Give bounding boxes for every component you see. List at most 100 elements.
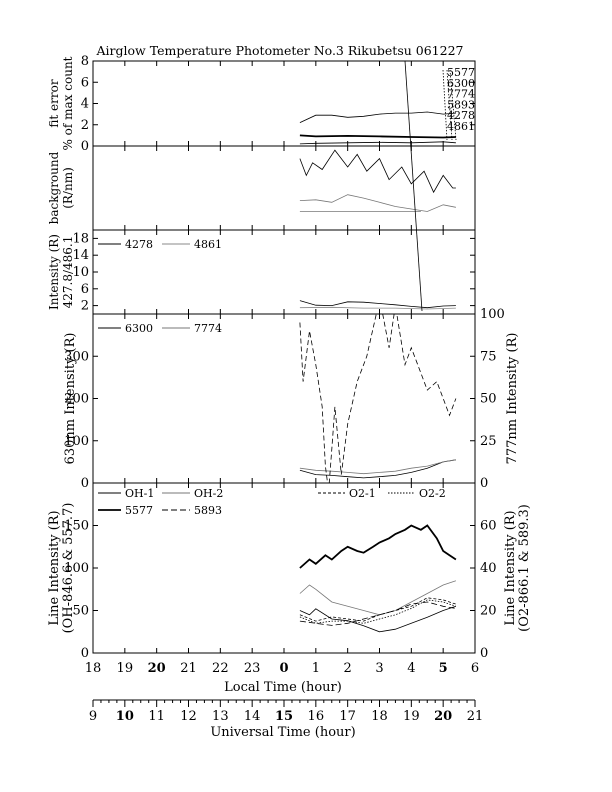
y-tick-label: 14 [72, 248, 89, 263]
ut-tick-label: 11 [148, 709, 165, 724]
y-axis-label: Line Intensity (R) [47, 510, 62, 625]
ut-tick-label: 15 [275, 709, 293, 724]
series-line-4278 [299, 300, 456, 309]
artifact-line [404, 60, 423, 312]
y-axis-label: Intensity (R) [47, 234, 61, 310]
y-axis-label: % of max count [61, 56, 75, 150]
panel-fit_error: 0 2 4 6 8 fit error% of max count 557763007774… [47, 54, 476, 154]
legend-label: 5577 [125, 504, 153, 517]
y-right-axis-label: (O2-866.1 & 589.3) [517, 504, 532, 632]
y-tick-label: 50 [72, 604, 89, 619]
legend-label: 4278 [125, 238, 153, 251]
ut-tick-label: 9 [89, 709, 97, 724]
ut-tick-label: 16 [308, 709, 325, 724]
y-right-tick-label: 40 [480, 561, 497, 576]
y-right-tick-label: 25 [480, 434, 497, 449]
y-tick-label: 2 [81, 299, 89, 314]
legend-label: 5577 [447, 66, 475, 79]
series-line-4861 [299, 306, 456, 310]
y-right-tick-label: 50 [480, 392, 497, 407]
ut-tick-label: 18 [371, 709, 388, 724]
ut-tick-label: 17 [339, 709, 356, 724]
universal-time-axis: 9 10 11 12 13 14 15 16 17 18 19 20 21 [89, 699, 484, 724]
y-right-tick-label: 0 [480, 646, 488, 661]
y-tick-label: 300 [64, 349, 89, 364]
local-time-tick-label: 6 [471, 661, 479, 676]
panel-background: background (R/nm) [47, 145, 476, 231]
y-tick-label: 4 [81, 97, 89, 112]
series-line-o2-2 [299, 599, 457, 624]
y-right-tick-label: 60 [480, 519, 497, 534]
local-time-tick-label: 1 [312, 661, 320, 676]
legend-leader-lines [442, 69, 457, 141]
y-tick-label: 0 [81, 139, 89, 154]
local-time-tick-label: 23 [244, 661, 261, 676]
panel-frame [92, 60, 476, 147]
y-axis-label: background [47, 151, 61, 224]
series-group [299, 300, 456, 310]
y-tick-label: 2 [81, 118, 89, 133]
legend-label: 6300 [125, 322, 153, 335]
y-axis-label: fit error [47, 79, 61, 127]
y-axis-label: 630nm Intensity (R) [63, 333, 78, 465]
legend-label: 7774 [447, 88, 475, 101]
y-axis-label: (R/nm) [61, 167, 75, 209]
ut-tick-label: 13 [212, 709, 229, 724]
legend-label: 4861 [194, 238, 222, 251]
local-time-tick-label: 3 [375, 661, 383, 676]
legend-label: 6300 [447, 77, 475, 90]
local-time-tick-label: 4 [407, 661, 415, 676]
series-line-oh-2 [299, 580, 457, 616]
local-time-axis: 18 19 20 21 22 23 0 1 2 3 4 5 6 [85, 661, 479, 676]
legend-label: 5893 [447, 98, 475, 111]
y-tick-label: 0 [81, 646, 89, 661]
y-right-tick-label: 0 [480, 476, 488, 491]
legend-label: O2-2 [419, 487, 446, 500]
local-time-tick-label: 18 [85, 661, 102, 676]
series-line-dashed [299, 314, 457, 483]
legend-label: 7774 [194, 322, 222, 335]
y-tick-label: 18 [72, 231, 89, 246]
y-tick-label: 100 [64, 434, 89, 449]
series-group [299, 524, 457, 633]
series-line-upper-curve [299, 111, 456, 123]
local-time-tick-label: 22 [212, 661, 229, 676]
series-line-lower-curves [299, 141, 456, 145]
series-line-5577 [299, 524, 457, 569]
series-line-5893 [299, 601, 456, 626]
ut-tick-label: 21 [467, 709, 484, 724]
series-line-upper [299, 149, 456, 194]
y-axis-label: 427.8/486.1 [61, 236, 75, 309]
local-time-label: Local Time (hour) [224, 680, 342, 695]
panel-frame [92, 313, 476, 484]
local-time-tick-label: 5 [439, 661, 448, 676]
series-group [299, 111, 456, 145]
local-time-tick-label: 19 [117, 661, 134, 676]
y-right-axis-label: Line Intensity (R) [503, 510, 518, 625]
y-right-tick-label: 75 [480, 349, 497, 364]
y-tick-label: 150 [64, 519, 89, 534]
legend-label: 5893 [194, 504, 222, 517]
panel-intensity_427_486: 2 6 10 14 18 Intensity (R) 427.8/486.1 4278 4861 [47, 229, 476, 315]
y-right-axis-label: 777nm Intensity (R) [505, 333, 520, 465]
ut-tick-label: 19 [403, 709, 420, 724]
local-time-tick-label: 20 [148, 661, 166, 676]
local-time-tick-label: 21 [180, 661, 197, 676]
y-tick-label: 10 [72, 265, 89, 280]
series-group [299, 149, 456, 212]
y-tick-label: 100 [64, 561, 89, 576]
series-group [299, 314, 457, 483]
ut-tick-label: 20 [434, 709, 452, 724]
ut-tick-label: 10 [116, 709, 134, 724]
ut-tick-label: 14 [244, 709, 261, 724]
local-time-tick-label: 2 [344, 661, 352, 676]
universal-time-label: Universal Time (hour) [210, 725, 355, 740]
local-time-tick-label: 0 [279, 661, 288, 676]
figure-title: Airglow Temperature Photometer No.3 Riku… [96, 43, 464, 58]
y-tick-label: 6 [81, 282, 89, 297]
series-line-6300 [299, 459, 456, 479]
y-tick-label: 6 [81, 75, 89, 90]
